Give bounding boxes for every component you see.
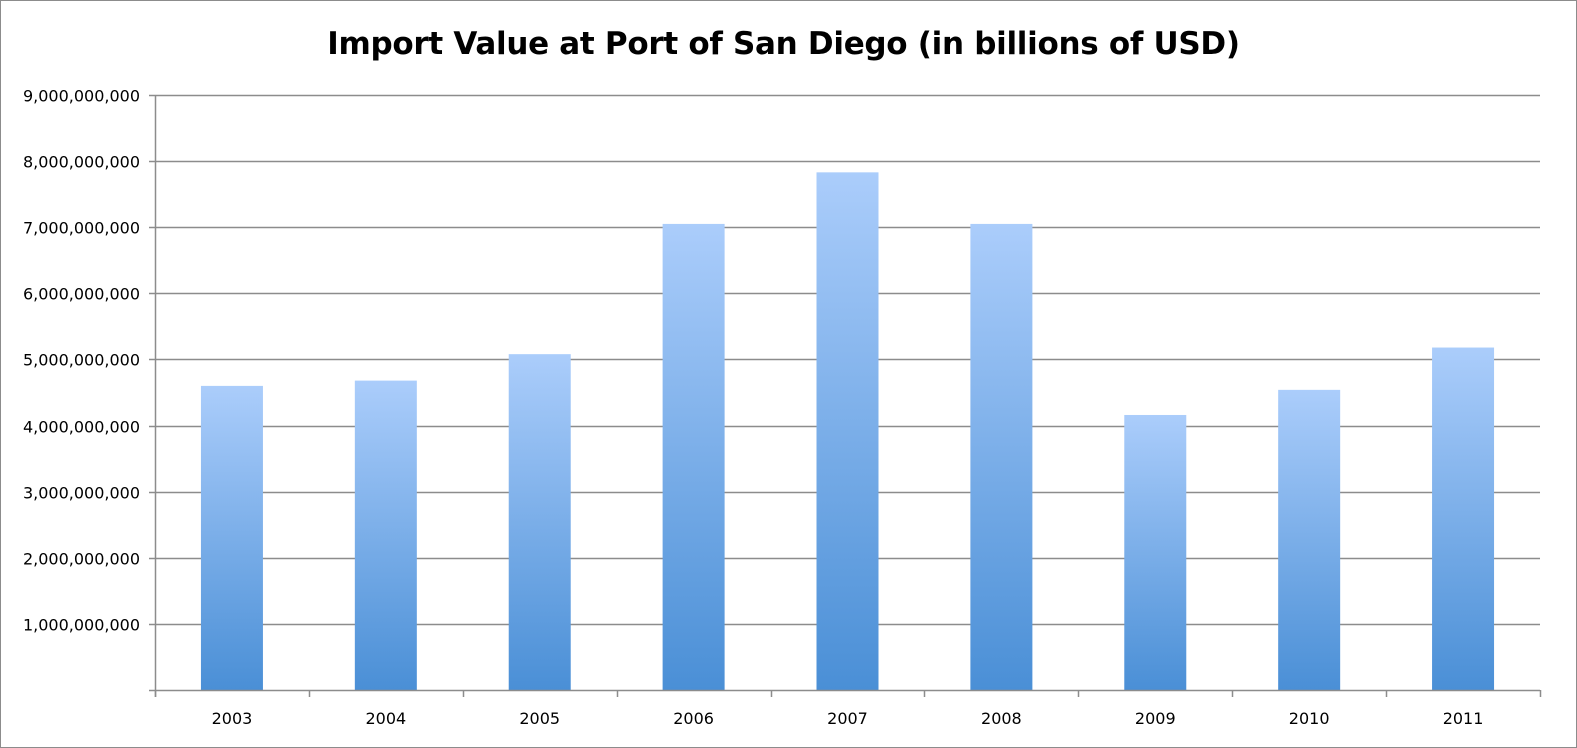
x-tick-label: 2010 bbox=[1289, 709, 1330, 728]
bar-2005 bbox=[508, 354, 571, 690]
y-tick-label: 7,000,000,000 bbox=[23, 219, 140, 238]
x-tick-label: 2008 bbox=[981, 709, 1022, 728]
tick-labels: 1,000,000,000 2,000,000,000 3,000,000,000 4… bbox=[23, 87, 1483, 729]
bar-2010 bbox=[1278, 389, 1341, 690]
x-tick-label: 2004 bbox=[365, 709, 406, 728]
y-tick-label: 2,000,000,000 bbox=[23, 550, 140, 569]
y-tick-label: 4,000,000,000 bbox=[23, 418, 140, 437]
bar-2007 bbox=[816, 172, 879, 691]
bar-2009 bbox=[1124, 414, 1187, 690]
x-tick-label: 2003 bbox=[212, 709, 253, 728]
y-tick-label: 9,000,000,000 bbox=[23, 87, 140, 106]
bars bbox=[200, 172, 1495, 691]
chart-title: Import Value at Port of San Diego (in bi… bbox=[327, 26, 1240, 62]
y-tick-label: 6,000,000,000 bbox=[23, 285, 140, 304]
x-tick-label: 2007 bbox=[827, 709, 868, 728]
bar-2006 bbox=[662, 223, 725, 690]
bar-2008 bbox=[970, 223, 1033, 690]
bar-2003 bbox=[200, 385, 263, 690]
y-tick-label: 3,000,000,000 bbox=[23, 484, 140, 503]
x-tick-label: 2006 bbox=[673, 709, 714, 728]
x-tick-label: 2011 bbox=[1443, 709, 1484, 728]
bar-2004 bbox=[354, 380, 417, 690]
y-tick-label: 1,000,000,000 bbox=[23, 616, 140, 635]
y-tick-label: 5,000,000,000 bbox=[23, 351, 140, 370]
bar-2011 bbox=[1432, 347, 1495, 690]
y-tick-label: 8,000,000,000 bbox=[23, 153, 140, 172]
x-tick-label: 2009 bbox=[1135, 709, 1176, 728]
x-tick-label: 2005 bbox=[519, 709, 560, 728]
axes bbox=[149, 94, 1542, 697]
